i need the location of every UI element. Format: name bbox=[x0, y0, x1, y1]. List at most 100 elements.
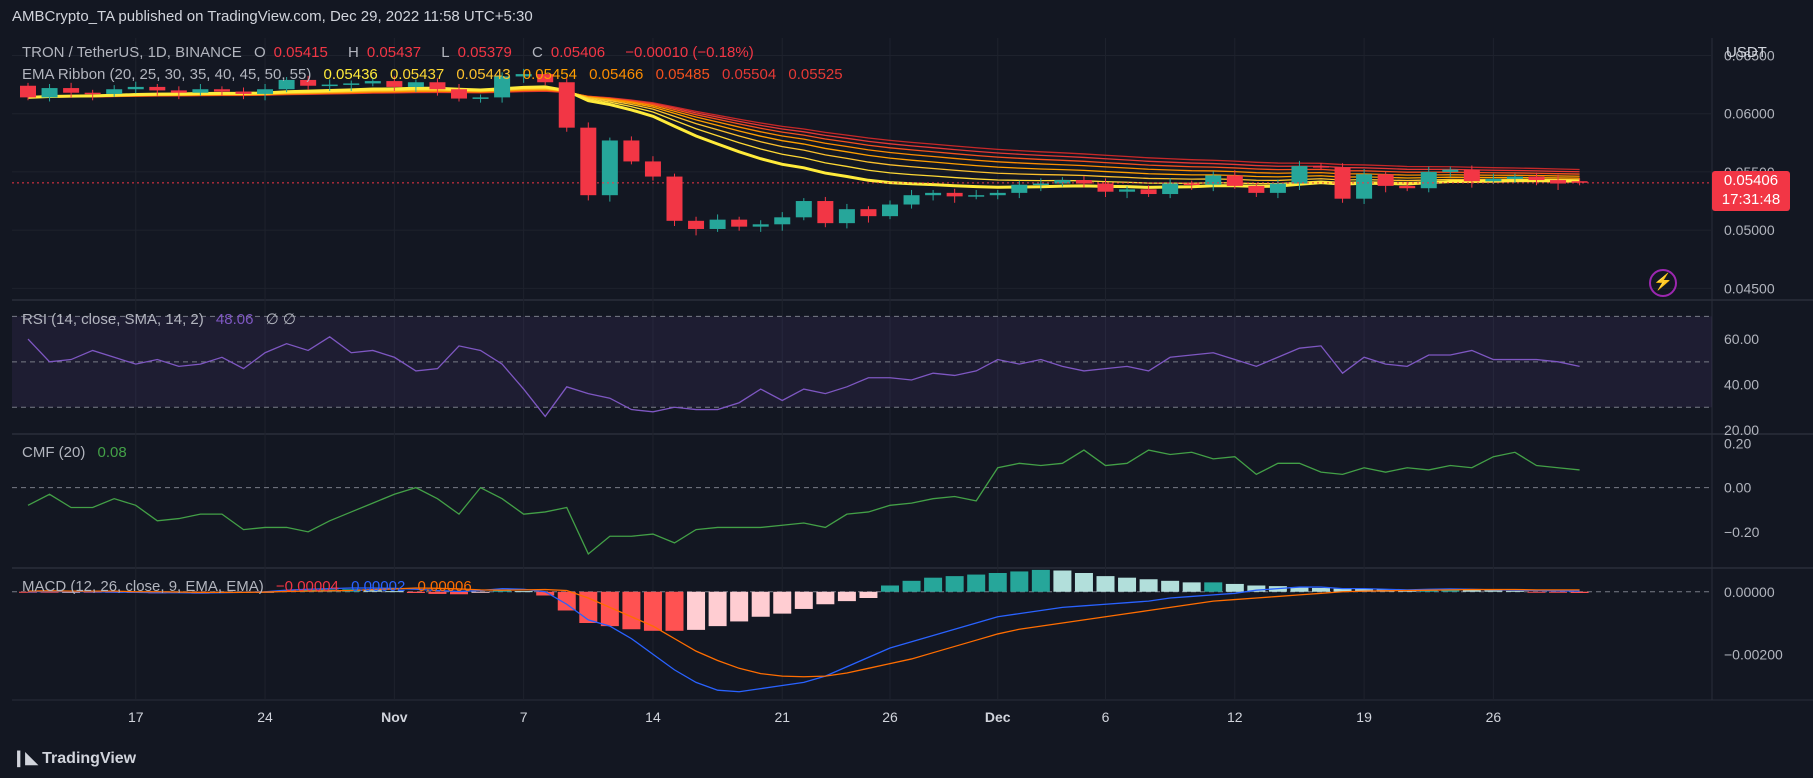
candle-body bbox=[688, 220, 705, 229]
cmf-tick-label: −0.20 bbox=[1724, 524, 1760, 540]
cmf-tick-label: 0.00 bbox=[1724, 480, 1751, 496]
ema-value: 0.05485 bbox=[655, 66, 710, 83]
candle-body bbox=[1269, 183, 1286, 193]
ema-value: 0.05454 bbox=[522, 66, 577, 83]
cmf-tick-label: 0.20 bbox=[1724, 435, 1751, 451]
candle-body bbox=[1506, 176, 1523, 179]
candle-body bbox=[472, 97, 489, 99]
x-tick-label: 19 bbox=[1356, 709, 1372, 725]
candle-body bbox=[601, 140, 618, 196]
candle-body bbox=[1248, 185, 1265, 193]
ema-value: 0.05525 bbox=[788, 66, 843, 83]
candle-body bbox=[623, 140, 640, 162]
candle-body bbox=[84, 92, 101, 95]
candle-body bbox=[343, 83, 360, 85]
macd-histogram-bar bbox=[493, 590, 512, 592]
symbol-name: TRON / TetherUS, 1D, BINANCE bbox=[22, 44, 242, 61]
candle-body bbox=[925, 192, 942, 196]
x-tick-label: 14 bbox=[645, 709, 661, 725]
macd-histogram-bar bbox=[1010, 571, 1029, 592]
candle-body bbox=[494, 76, 511, 98]
macd-histogram-bar bbox=[1462, 589, 1481, 592]
x-tick-label: 24 bbox=[257, 709, 273, 725]
macd-histogram-bar bbox=[1074, 573, 1093, 592]
macd-histogram-bar bbox=[902, 580, 921, 592]
candle-body bbox=[731, 219, 748, 227]
rsi-value: 48.06 bbox=[215, 311, 254, 328]
macd-tick-label: −0.00200 bbox=[1724, 646, 1783, 662]
macd-signal-value: 0.00006 bbox=[417, 578, 472, 595]
rsi-legend: RSI (14, close, SMA, 14, 2) 48.06 ∅ ∅ bbox=[22, 310, 304, 328]
ema-ribbon-line bbox=[27, 89, 1580, 177]
macd-histogram-bar bbox=[1484, 590, 1503, 592]
candle-body bbox=[407, 82, 424, 87]
candle-body bbox=[795, 201, 812, 218]
last-price-tag: 0.05406 17:31:48 bbox=[1712, 171, 1790, 211]
ema-value: 0.05466 bbox=[589, 66, 644, 83]
candle-body bbox=[1032, 183, 1049, 186]
tradingview-logo[interactable]: ❙◣ TradingView bbox=[12, 748, 136, 768]
low-value: 0.05379 bbox=[457, 44, 512, 61]
macd-histogram-bar bbox=[557, 591, 576, 611]
macd-histogram-bar bbox=[751, 591, 770, 617]
candle-body bbox=[580, 127, 597, 196]
macd-histogram-bar bbox=[536, 591, 555, 596]
candle-body bbox=[1399, 185, 1416, 189]
candle-body bbox=[1313, 166, 1329, 168]
high-value: 0.05437 bbox=[366, 44, 422, 61]
cmf-legend: CMF (20) 0.08 bbox=[22, 444, 135, 461]
macd-histogram-bar bbox=[1053, 570, 1072, 592]
macd-histogram-bar bbox=[450, 591, 468, 595]
macd-histogram-bar bbox=[1570, 591, 1589, 593]
macd-histogram-bar bbox=[794, 591, 813, 609]
candle-body bbox=[946, 192, 963, 197]
ema-legend: EMA Ribbon (20, 25, 30, 35, 40, 45, 50, … bbox=[22, 66, 851, 83]
macd-histogram-bar bbox=[708, 591, 727, 627]
macd-histogram-bar bbox=[945, 576, 964, 592]
macd-histogram-bar bbox=[385, 591, 404, 593]
macd-histogram-bar bbox=[1225, 583, 1244, 592]
x-tick-label: Nov bbox=[381, 709, 408, 725]
candle-body bbox=[1162, 183, 1179, 195]
candle-body bbox=[1183, 183, 1200, 186]
macd-histogram-bar bbox=[924, 577, 943, 592]
x-tick-label: 21 bbox=[774, 709, 790, 725]
lightning-icon[interactable]: ⚡ bbox=[1649, 269, 1677, 297]
macd-histogram-bar bbox=[837, 591, 856, 602]
x-tick-label: Dec bbox=[985, 709, 1011, 725]
close-value: 0.05406 bbox=[550, 44, 606, 61]
macd-histogram-bar bbox=[363, 590, 382, 592]
candle-body bbox=[1075, 180, 1092, 184]
candle-body bbox=[558, 82, 575, 128]
logo-mark-icon: ❙◣ bbox=[12, 750, 43, 767]
candle-body bbox=[1571, 181, 1588, 183]
macd-histogram-bar bbox=[471, 591, 490, 593]
macd-histogram-bar bbox=[730, 591, 749, 622]
cmf-value: 0.08 bbox=[97, 444, 127, 461]
candle-body bbox=[1550, 180, 1567, 184]
price-tick-label: 0.05000 bbox=[1724, 222, 1775, 238]
macd-histogram-bar bbox=[19, 591, 37, 593]
candle-body bbox=[1054, 180, 1071, 184]
ema-value: 0.05437 bbox=[389, 66, 445, 83]
cmf-line bbox=[27, 449, 1580, 555]
candle-body bbox=[752, 224, 769, 227]
macd-signal-line bbox=[27, 587, 1580, 678]
macd-histogram-bar bbox=[1118, 577, 1137, 592]
x-tick-label: 26 bbox=[1486, 709, 1502, 725]
candle-body bbox=[300, 79, 317, 86]
price-tick-label: 0.04500 bbox=[1724, 280, 1775, 296]
candle-body bbox=[644, 161, 661, 177]
candle-body bbox=[1097, 183, 1114, 192]
candle-body bbox=[882, 204, 898, 217]
ema-ribbon-line bbox=[27, 90, 1580, 173]
macd-histogram-bar bbox=[1549, 591, 1568, 593]
candle-body bbox=[192, 89, 209, 93]
candle-body bbox=[429, 82, 446, 90]
ema-label: EMA Ribbon (20, 25, 30, 35, 40, 45, 50, … bbox=[22, 66, 312, 83]
macd-histogram-bar bbox=[687, 591, 706, 630]
rsi-line bbox=[27, 336, 1580, 418]
macd-histogram-bar bbox=[665, 591, 684, 631]
